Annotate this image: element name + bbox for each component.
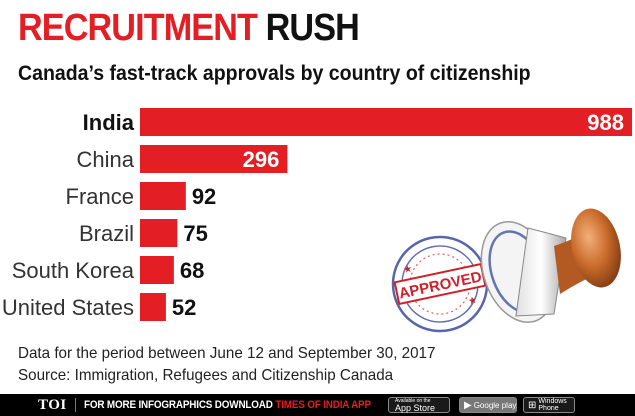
promo-text: FOR MORE INFOGRAPHICS DOWNLOAD TIMES OF …	[84, 399, 371, 411]
bar	[140, 108, 632, 136]
headline: RECRUITMENT RUSH	[18, 6, 360, 50]
category-label: United States	[2, 295, 134, 320]
value-label: 296	[243, 147, 280, 172]
svg-text:★: ★	[402, 264, 413, 277]
value-label: 75	[183, 221, 207, 246]
google-play-badge[interactable]: ▶ Google play	[459, 397, 517, 413]
category-label: France	[66, 184, 134, 209]
app-store-label: App Store	[395, 402, 436, 413]
category-label: India	[83, 110, 135, 135]
category-label: China	[77, 147, 135, 172]
app-store-badge[interactable]: Available on the App Store	[388, 397, 450, 413]
headline-black: RUSH	[265, 7, 360, 49]
footer-bar: TOI FOR MORE INFOGRAPHICS DOWNLOAD TIMES…	[0, 394, 635, 416]
promo-app-name: TIMES OF INDIA APP	[275, 399, 371, 411]
period-note: Data for the period between June 12 and …	[18, 345, 436, 362]
svg-text:★: ★	[467, 295, 478, 308]
approved-stamp-illustration: APPROVED ★ ★	[391, 208, 621, 333]
windows-icon: ⊞	[528, 399, 537, 411]
chart-subtitle: Canada’s fast-track approvals by country…	[18, 62, 531, 85]
toi-logo[interactable]: TOI	[38, 396, 67, 413]
source-note: Source: Immigration, Refugees and Citize…	[18, 367, 394, 384]
stamp-imprint: APPROVED ★ ★	[391, 235, 489, 333]
bar-chart: India 988 China 296 France 92 Brazil 75 South Ko…	[2, 108, 632, 321]
value-label: 92	[192, 184, 216, 209]
value-label: 68	[180, 258, 204, 283]
value-label: 52	[172, 295, 196, 320]
google-play-label: Google play	[473, 400, 517, 410]
headline-red: RECRUITMENT	[18, 7, 258, 49]
category-label: Brazil	[79, 221, 134, 246]
bar	[140, 256, 174, 284]
play-icon: ▶	[464, 399, 472, 411]
footer-divider	[74, 398, 76, 412]
bar	[140, 219, 178, 247]
windows-small-label: Windows	[538, 398, 567, 405]
bar	[140, 145, 288, 173]
category-label: South Korea	[12, 258, 135, 283]
app-store-small-label: Available on the	[395, 397, 431, 404]
bar	[140, 293, 166, 321]
windows-label: Phone	[538, 405, 559, 412]
rubber-stamp-tool	[480, 208, 621, 323]
value-label: 988	[587, 110, 624, 135]
bar	[140, 182, 186, 210]
promo-prefix: FOR MORE INFOGRAPHICS DOWNLOAD	[83, 399, 276, 411]
windows-phone-badge[interactable]: ⊞ Windows Phone	[523, 397, 575, 413]
